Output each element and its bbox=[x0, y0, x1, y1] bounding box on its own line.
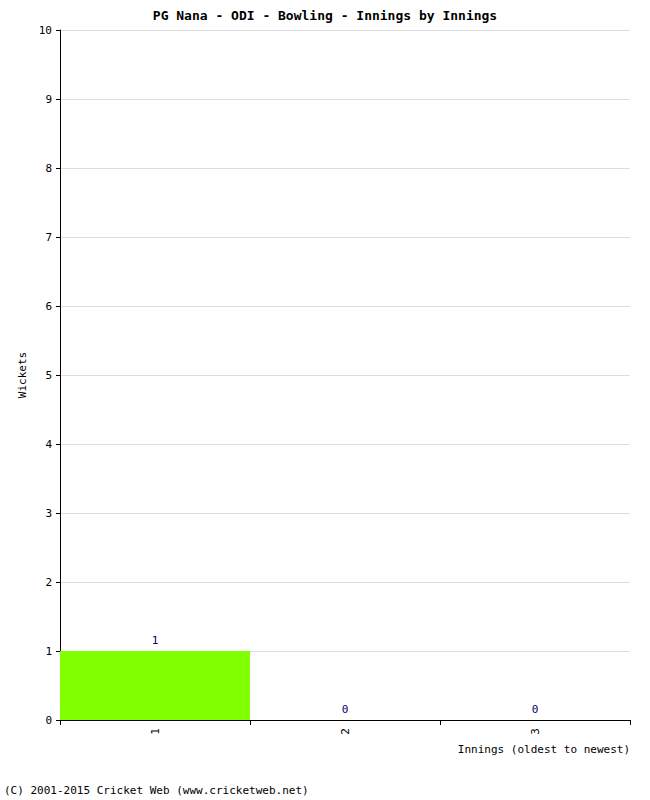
svg-text:2: 2 bbox=[45, 576, 52, 589]
svg-text:Innings (oldest to newest): Innings (oldest to newest) bbox=[458, 743, 630, 756]
svg-text:2: 2 bbox=[339, 728, 352, 735]
svg-text:10: 10 bbox=[39, 24, 52, 37]
svg-text:3: 3 bbox=[529, 728, 542, 735]
svg-text:PG Nana - ODI - Bowling - Inni: PG Nana - ODI - Bowling - Innings by Inn… bbox=[153, 8, 497, 23]
svg-text:1: 1 bbox=[149, 728, 162, 735]
svg-text:Wickets: Wickets bbox=[16, 352, 29, 398]
svg-text:9: 9 bbox=[45, 93, 52, 106]
svg-text:1: 1 bbox=[152, 634, 159, 647]
svg-text:4: 4 bbox=[45, 438, 52, 451]
svg-text:0: 0 bbox=[532, 703, 539, 716]
svg-text:0: 0 bbox=[45, 714, 52, 727]
svg-text:(C) 2001-2015 Cricket Web (www: (C) 2001-2015 Cricket Web (www.cricketwe… bbox=[4, 784, 309, 797]
svg-text:7: 7 bbox=[45, 231, 52, 244]
svg-text:6: 6 bbox=[45, 300, 52, 313]
svg-text:8: 8 bbox=[45, 162, 52, 175]
svg-text:0: 0 bbox=[342, 703, 349, 716]
svg-text:5: 5 bbox=[45, 369, 52, 382]
svg-text:1: 1 bbox=[45, 645, 52, 658]
svg-text:3: 3 bbox=[45, 507, 52, 520]
